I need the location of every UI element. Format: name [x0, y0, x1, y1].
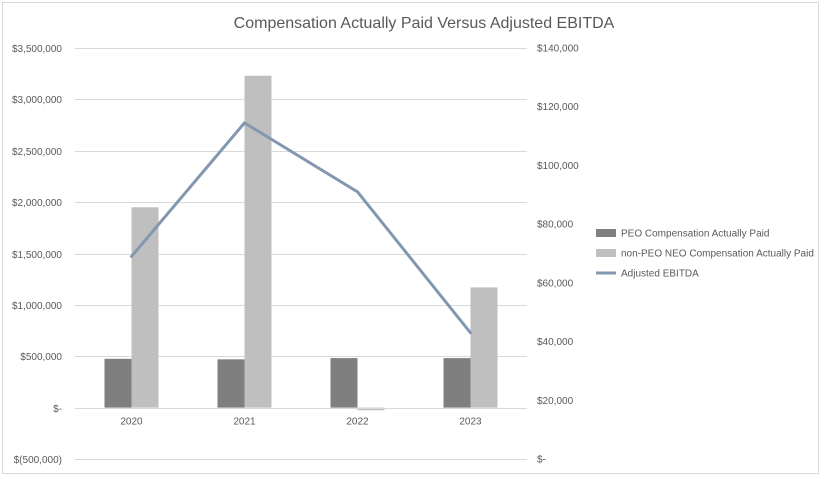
right-tick-label: $100,000 [537, 161, 579, 172]
left-tick-label: $2,000,000 [12, 198, 62, 209]
bar [217, 359, 245, 408]
chart-title: Compensation Actually Paid Versus Adjust… [234, 15, 615, 32]
legend-label: PEO Compensation Actually Paid [621, 229, 769, 240]
right-tick-label: $140,000 [537, 44, 579, 55]
right-tick-label: $20,000 [537, 396, 574, 407]
ebitda-line [130, 121, 472, 335]
left-tick-label: $2,500,000 [12, 147, 62, 158]
x-tick-label: 2022 [346, 417, 369, 428]
left-tick-label: $(500,000) [14, 455, 62, 466]
legend-swatch [596, 249, 616, 257]
left-tick-label: $3,000,000 [12, 95, 62, 106]
legend-label: Adjusted EBITDA [621, 269, 699, 280]
bar [470, 287, 498, 408]
legend-label: non-PEO NEO Compensation Actually Paid [621, 249, 814, 260]
legend-swatch [596, 229, 616, 237]
line-series [130, 121, 472, 335]
left-tick-label: $500,000 [20, 352, 62, 363]
right-tick-label: $120,000 [537, 102, 579, 113]
right-tick-label: $60,000 [537, 278, 574, 289]
x-tick-label: 2023 [459, 417, 482, 428]
bar [330, 358, 358, 408]
right-tick-label: $40,000 [537, 337, 574, 348]
legend: PEO Compensation Actually Paid non-PEO NE… [596, 229, 814, 280]
left-tick-label: $- [53, 404, 62, 415]
left-tick-label: $1,000,000 [12, 301, 62, 312]
x-tick-label: 2021 [233, 417, 256, 428]
x-tick-label: 2020 [120, 417, 143, 428]
bar [104, 358, 132, 408]
bars [104, 75, 498, 411]
bar [131, 207, 159, 408]
bar [443, 358, 471, 408]
left-tick-label: $1,500,000 [12, 250, 62, 261]
left-tick-label: $3,500,000 [12, 44, 62, 55]
right-tick-label: $- [537, 455, 546, 466]
axes: $(500,000) $- $500,000 $1,000,000 $1,500,000… [12, 44, 579, 467]
right-tick-label: $80,000 [537, 220, 574, 231]
